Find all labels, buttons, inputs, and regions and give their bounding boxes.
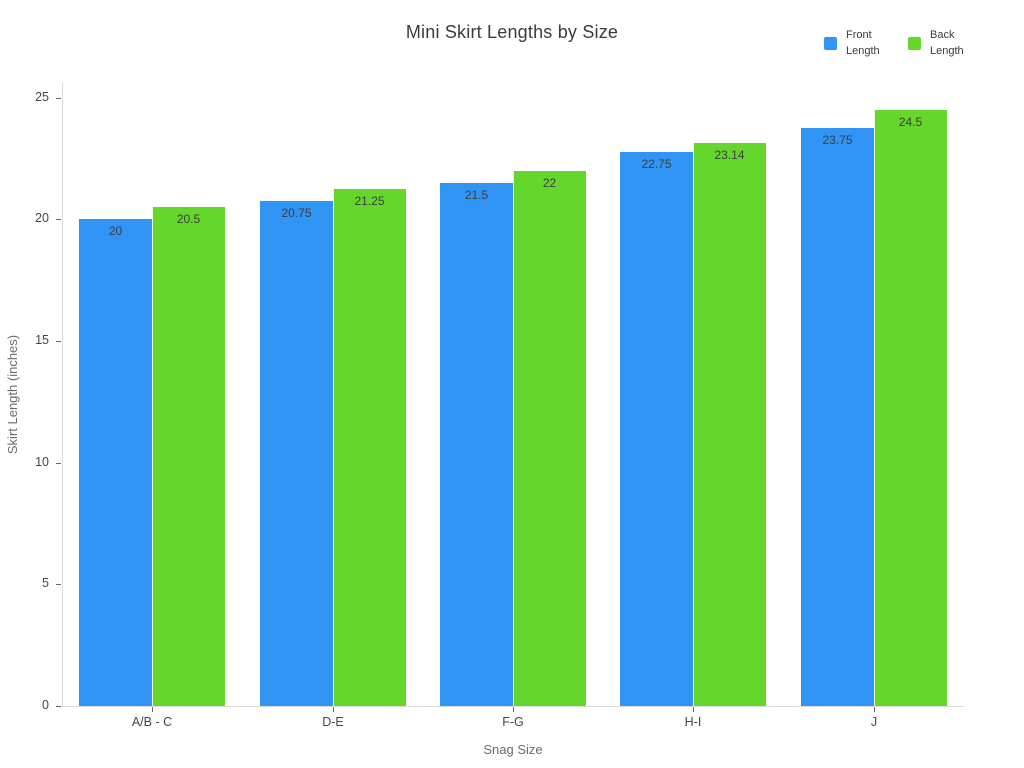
x-axis-title: Snag Size xyxy=(483,742,543,757)
y-tick-label: 20 xyxy=(35,211,49,225)
x-tick xyxy=(513,707,514,712)
bar[interactable]: 20.5 xyxy=(152,207,225,706)
bar-value-label: 23.75 xyxy=(822,133,853,147)
bar[interactable]: 23.14 xyxy=(693,143,766,706)
bar[interactable]: 22.75 xyxy=(620,152,693,706)
y-axis-line xyxy=(62,83,63,706)
y-tick-label: 15 xyxy=(35,333,49,347)
bar[interactable]: 20 xyxy=(79,219,152,706)
chart-title: Mini Skirt Lengths by Size xyxy=(405,22,619,42)
y-tick-label: 10 xyxy=(35,455,49,469)
x-tick xyxy=(152,707,153,712)
y-tick-label: 0 xyxy=(42,698,49,712)
x-tick-label: H-I xyxy=(684,715,702,729)
bar-value-label: 21.5 xyxy=(464,188,489,202)
x-tick xyxy=(333,707,334,712)
bar[interactable]: 22 xyxy=(513,171,586,706)
legend-label-back-length: Back Length xyxy=(930,29,964,57)
y-tick xyxy=(56,219,61,220)
legend-item-back-length[interactable]: Back Length xyxy=(908,27,976,59)
bar-value-label: 24.5 xyxy=(898,115,923,129)
bar[interactable]: 24.5 xyxy=(874,110,947,706)
x-tick-label: A/B - C xyxy=(131,715,173,729)
back-length-swatch-icon xyxy=(908,36,921,50)
bar-value-label: 22 xyxy=(542,176,557,190)
bar[interactable]: 21.25 xyxy=(333,189,406,706)
x-tick xyxy=(874,707,875,712)
x-tick xyxy=(693,707,694,712)
y-axis-title-wrap: Skirt Length (inches) xyxy=(0,83,26,706)
y-axis-title: Skirt Length (inches) xyxy=(5,334,21,455)
x-axis-line xyxy=(62,706,964,707)
y-tick xyxy=(56,584,61,585)
legend-item-front-length[interactable]: Front Length xyxy=(824,27,892,59)
bar-value-label: 20 xyxy=(108,224,123,238)
legend: Front Length Back Length xyxy=(824,27,976,59)
bar-value-label: 23.14 xyxy=(714,148,745,162)
bar[interactable]: 20.75 xyxy=(260,201,333,706)
y-tick xyxy=(56,706,61,707)
bar[interactable]: 21.5 xyxy=(440,183,513,706)
bar-value-label: 20.5 xyxy=(176,212,201,226)
bar-value-label: 20.75 xyxy=(281,206,312,220)
x-tick-label: J xyxy=(870,715,878,729)
legend-label-front-length: Front Length xyxy=(846,29,880,57)
y-tick xyxy=(56,463,61,464)
bar[interactable]: 23.75 xyxy=(801,128,874,706)
x-tick-label: D-E xyxy=(322,715,344,729)
y-tick-label: 25 xyxy=(35,90,49,104)
y-tick xyxy=(56,98,61,99)
y-tick-label: 5 xyxy=(42,576,49,590)
front-length-swatch-icon xyxy=(824,36,837,50)
bar-value-label: 21.25 xyxy=(354,194,385,208)
y-tick xyxy=(56,341,61,342)
bar-value-label: 22.75 xyxy=(641,157,672,171)
x-tick-label: F-G xyxy=(502,715,524,729)
